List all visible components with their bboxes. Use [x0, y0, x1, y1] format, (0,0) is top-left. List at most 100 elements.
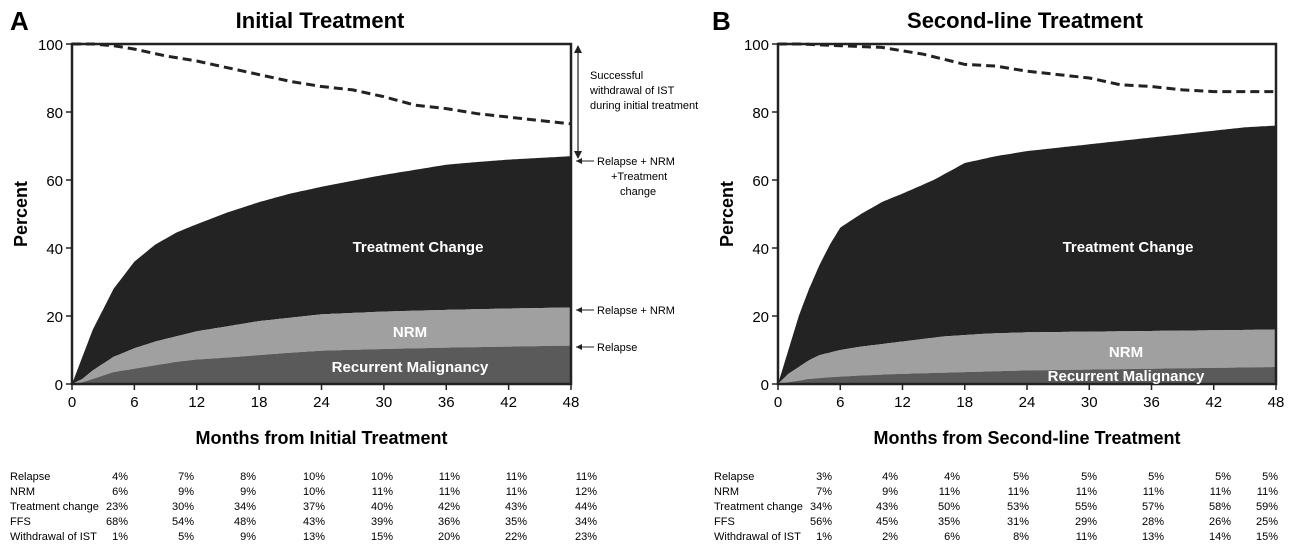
recurrent-malignancy-label: Recurrent Malignancy [1048, 368, 1205, 385]
table-cell: 6% [112, 486, 128, 498]
table-cell: 11% [505, 471, 527, 483]
table-cell: 11% [438, 471, 460, 483]
table-row: NRM 6% 9% 9% 10% 11% 11% 11% 12% [10, 485, 1292, 500]
table-cell: 1% [112, 531, 128, 543]
relapse-nrm-annotation: Relapse + NRM [597, 305, 675, 317]
table-cell: 11% [938, 486, 960, 498]
withdrawal-annotation-line: Successful [590, 70, 643, 82]
treatment-change-area [778, 125, 1276, 384]
table-row-label: FFS [714, 516, 735, 528]
relapse-nrm-arrow-icon [576, 307, 582, 313]
chart-title: Initial Treatment [236, 8, 405, 33]
x-tick-label: 42 [500, 394, 517, 411]
table-cell: 4% [882, 471, 898, 483]
table-cell: 26% [1208, 516, 1231, 528]
table-cell: 5% [1262, 471, 1278, 483]
x-tick-label: 48 [563, 394, 580, 411]
table-cell: 11% [1075, 531, 1097, 543]
table-cell: 5% [178, 531, 194, 543]
table-row-label: FFS [10, 516, 31, 528]
y-tick-label: 40 [46, 241, 63, 258]
table-cell: 34% [809, 501, 832, 513]
table-cell: 11% [505, 486, 527, 498]
table-cell: 22% [504, 531, 527, 543]
table-cell: 54% [171, 516, 194, 528]
table-cell: 6% [944, 531, 960, 543]
table-cell: 34% [233, 501, 256, 513]
x-tick-label: 24 [313, 394, 330, 411]
table-cell: 3% [816, 471, 832, 483]
y-tick-label: 80 [46, 105, 63, 122]
relapse-annotation: Relapse [597, 342, 637, 354]
table-cell: 29% [1074, 516, 1097, 528]
panel-a: 0 6 12 18 24 30 36 42 48 0 20 40 60 80 100 A Initial Tre… [10, 6, 698, 448]
table-row: Treatment change 23% 30% 34% 37% 40% 42% 43% 44% [10, 500, 1292, 515]
table-cell: 40% [370, 501, 393, 513]
table-cell: 4% [112, 471, 128, 483]
table-row: Withdrawal of IST 1% 2% 6% 8% 11% 13% 14% 15% [714, 530, 1292, 545]
table-row: Withdrawal of IST 1% 5% 9% 13% 15% 20% 22% 23% [10, 530, 1292, 545]
table-row: Relapse 4% 7% 8% 10% 10% 11% 11% 11% [10, 470, 1292, 485]
treatment-change-label: Treatment Change [1063, 239, 1194, 256]
table-cell: 13% [302, 531, 325, 543]
table-row: Relapse 3% 4% 4% 5% 5% 5% 5% 5% [714, 470, 1292, 485]
table-cell: 15% [1255, 531, 1278, 543]
table-cell: 1% [816, 531, 832, 543]
table-cell: 31% [1006, 516, 1029, 528]
withdrawal-dashed-line [72, 42, 572, 126]
panel-b: 0 6 12 18 24 30 36 42 48 0 20 40 60 80 100 B Second-line… [712, 6, 1284, 448]
nrm-area [778, 329, 1276, 384]
x-tick-label: 48 [1268, 394, 1285, 411]
table-cell: 8% [1013, 531, 1029, 543]
table-cell: 10% [370, 471, 393, 483]
arrow-up-icon [574, 45, 582, 53]
table-cell: 4% [944, 471, 960, 483]
x-tick-label: 36 [1143, 394, 1160, 411]
table-row-label: NRM [10, 486, 36, 498]
table-cell: 11% [1209, 486, 1231, 498]
table-cell: 11% [575, 471, 597, 483]
y-tick-label: 20 [752, 309, 769, 326]
table-cell: 11% [1142, 486, 1164, 498]
table-cell: 44% [574, 501, 597, 513]
table-cell: 11% [1007, 486, 1029, 498]
withdrawal-dashed-line [778, 42, 1276, 94]
total-annotation-line: Relapse + NRM [597, 156, 675, 168]
table-cell: 25% [1255, 516, 1278, 528]
x-tick-label: 6 [130, 394, 138, 411]
table-cell: 37% [302, 501, 325, 513]
table-cell: 9% [240, 486, 256, 498]
table-cell: 20% [437, 531, 460, 543]
withdrawal-annotation-line: during initial treatment [590, 100, 698, 112]
table-cell: 5% [1148, 471, 1164, 483]
table-cell: 48% [233, 516, 256, 528]
table-row: NRM 7% 9% 11% 11% 11% 11% 11% 11% [714, 485, 1292, 500]
table-cell: 34% [574, 516, 597, 528]
table-cell: 5% [1215, 471, 1231, 483]
relapse-area [72, 345, 571, 384]
table-cell: 13% [1141, 531, 1164, 543]
table-cell: 23% [105, 501, 128, 513]
treatment-change-label: Treatment Change [353, 239, 484, 256]
table-cell: 57% [1141, 501, 1164, 513]
table-cell: 11% [1256, 486, 1278, 498]
panel-b-data-table: Relapse 3% 4% 4% 5% 5% 5% 5% 5% NRM 7% 9% 11% 11% 11% 1… [714, 470, 1292, 545]
total-annotation-line: +Treatment [611, 171, 667, 183]
table-cell: 14% [1208, 531, 1231, 543]
table-cell: 53% [1006, 501, 1029, 513]
y-tick-label: 20 [46, 309, 63, 326]
table-row: FFS 68% 54% 48% 43% 39% 36% 35% 34% [10, 515, 1292, 530]
table-row-label: Treatment change [714, 501, 803, 513]
table-cell: 30% [171, 501, 194, 513]
x-tick-label: 36 [438, 394, 455, 411]
table-cell: 9% [882, 486, 898, 498]
table-cell: 9% [240, 531, 256, 543]
table-cell: 58% [1208, 501, 1231, 513]
table-cell: 36% [437, 516, 460, 528]
table-cell: 68% [105, 516, 128, 528]
arrow-down-icon [574, 151, 582, 159]
x-tick-label: 12 [894, 394, 911, 411]
x-tick-label: 0 [774, 394, 782, 411]
chart-title: Second-line Treatment [907, 8, 1144, 33]
table-row-label: NRM [714, 486, 740, 498]
